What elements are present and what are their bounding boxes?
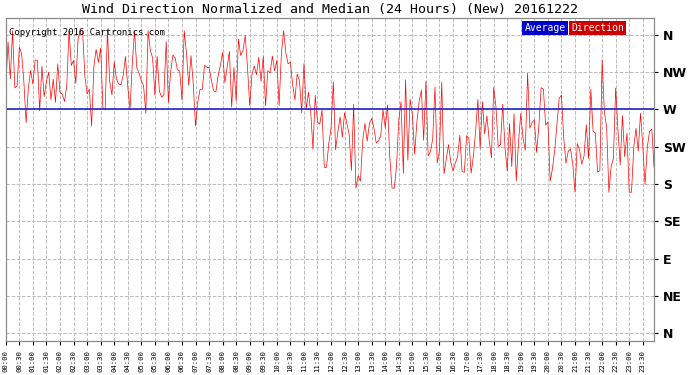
Text: Average: Average — [524, 23, 566, 33]
Title: Wind Direction Normalized and Median (24 Hours) (New) 20161222: Wind Direction Normalized and Median (24… — [82, 3, 578, 16]
Text: Copyright 2016 Cartronics.com: Copyright 2016 Cartronics.com — [9, 28, 165, 37]
Text: Direction: Direction — [571, 23, 624, 33]
